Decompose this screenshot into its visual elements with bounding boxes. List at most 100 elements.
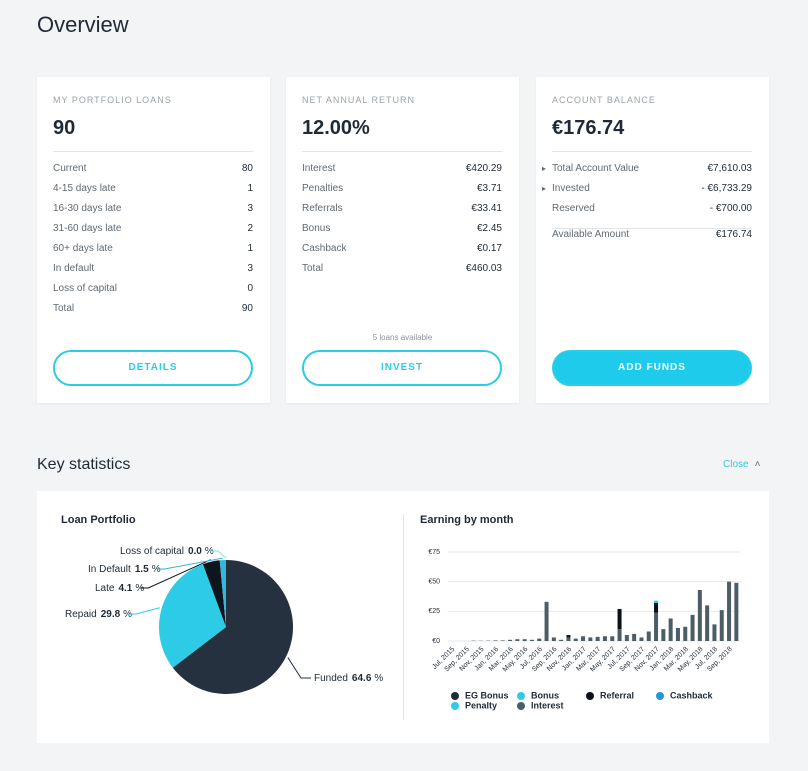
bar-segment [617,629,622,641]
divider [403,514,404,720]
close-toggle[interactable]: Close [723,459,760,470]
row-label: Bonus [302,223,331,234]
pie-slice [172,560,294,694]
legend-swatch [656,692,664,700]
y-tick-label: €0 [432,638,440,645]
pie-category: Repaid [65,609,97,620]
separator [552,151,752,152]
legend-label: EG Bonus [465,690,509,700]
chart-title: Earning by month [420,514,514,526]
page-title: Overview [37,12,129,37]
detail-row: In default 3 [53,263,253,277]
detail-row: Available Amount €176.74 [552,228,752,251]
legend-label: Cashback [670,690,714,700]
row-label: Available Amount [552,229,630,240]
button[interactable]: DETAILS [53,350,253,386]
detail-row: Total €460.03 [302,263,502,277]
pie-slice [219,560,226,627]
legend-swatch [586,692,594,700]
row-label: Invested [542,183,590,194]
row-value: 90 [241,303,253,314]
card-value: €176.74 [552,117,625,139]
bar-segment [573,638,578,641]
pie-category: In Default [88,564,131,575]
row-value: - €700.00 [709,203,752,214]
bar-segment [654,612,659,641]
card-label: ACCOUNT BALANCE [552,95,656,105]
bar-segment [646,631,651,641]
pie-label: Funded 64.6% [314,673,383,684]
bar-segment [719,610,724,641]
pie-unit: % [374,673,383,684]
button[interactable]: ADD FUNDS [552,350,752,386]
legend-label: Interest [531,700,564,710]
pie-label: In Default 1.5% [88,564,161,575]
row-label: Loss of capital [53,283,117,294]
row-label: Current [53,163,87,174]
row-label: 60+ days late [53,243,113,254]
bar-segment [500,640,505,641]
pie-category: Funded [314,673,348,684]
legend-swatch [451,692,459,700]
row-label: Total Account Value [542,163,639,174]
row-label: Reserved [552,203,595,214]
bar-segment [544,601,549,641]
row-value: - €6,733.29 [701,183,752,194]
pie-slice [202,560,226,627]
row-value: €420.29 [465,163,502,174]
detail-row: Penalties €3.71 [302,183,502,197]
card-label: MY PORTFOLIO LOANS [53,95,172,105]
bar-segment [675,627,680,641]
button[interactable]: INVEST [302,350,502,386]
row-value: 80 [241,163,253,174]
row-value: 1 [247,183,253,194]
bar-segment [624,635,629,641]
row-label: Total [53,303,75,314]
detail-row: Cashback €0.17 [302,243,502,257]
leader-line [209,550,227,559]
bar-segment [697,589,702,641]
bar-segment [705,605,710,641]
row-value: 1 [247,243,253,254]
bar-segment [588,637,593,641]
detail-row: 4-15 days late 1 [53,183,253,197]
row-label: Total [302,263,324,274]
y-tick-label: €50 [428,579,440,586]
pie-unit: % [205,546,214,557]
bar-segment [632,633,637,641]
detail-row: Total Account Value €7,610.03 [542,163,753,177]
pie-unit: % [152,564,161,575]
leader-line [156,557,223,570]
bar-segment [566,637,571,641]
pie-label: Late4.1% [95,583,144,594]
bar-segment [602,636,607,641]
row-label: Interest [302,163,336,174]
row-label: Cashback [302,243,347,254]
row-value: €7,610.03 [707,163,753,174]
bar-segment [690,614,695,641]
bar-segment [559,639,564,641]
pie-label: Loss of capital 0.0% [120,546,214,557]
detail-row: Invested - €6,733.29 [542,183,752,197]
card-value: 12.00% [302,117,370,139]
bar-segment [566,635,571,638]
bar-segment [508,639,513,641]
y-tick-label: €25 [428,608,440,615]
bar-segment [727,581,732,641]
row-label: 4-15 days late [53,183,116,194]
bar-segment [581,636,586,641]
bar-segment [734,582,739,641]
bar-segment [595,636,600,641]
pie-label: Repaid 29.8% [65,609,132,620]
pie-value: 4.1 [118,583,132,594]
bar-segment [617,608,622,630]
bar-segment [610,636,615,641]
separator [302,151,502,152]
card-value: 90 [53,117,76,139]
row-value: €3.71 [476,183,502,194]
separator [53,151,253,152]
legend-label: Penalty [465,700,497,710]
row-value: €2.45 [476,223,502,234]
section-title: Key statistics [37,456,131,473]
bar-segment [493,640,498,641]
